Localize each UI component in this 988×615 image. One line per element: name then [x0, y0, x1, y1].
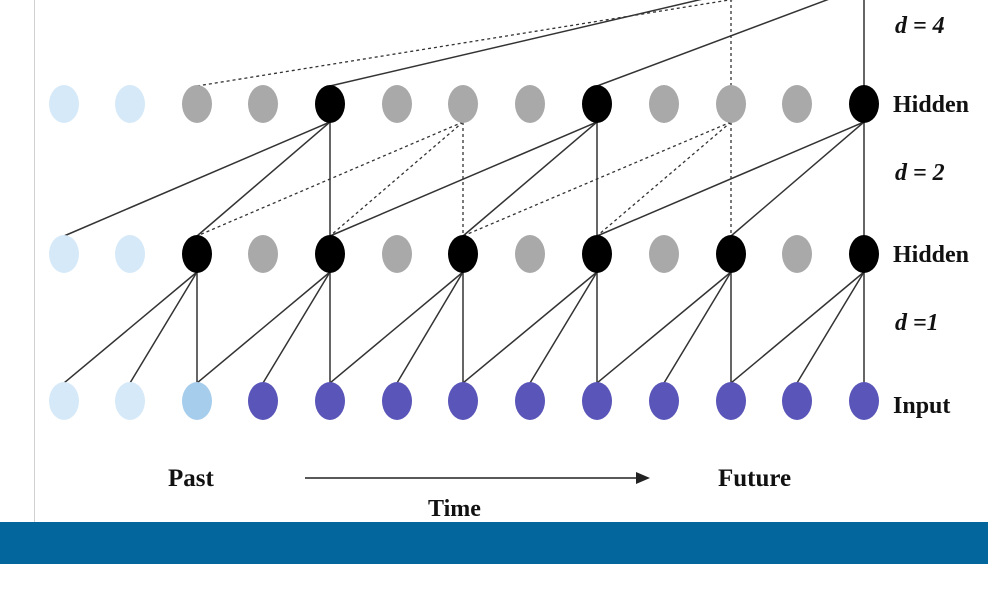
- input-padding-node: [115, 382, 145, 420]
- input-node: [448, 382, 478, 420]
- edge-solid: [262, 271, 331, 384]
- hidden-mid-padding-node: [115, 235, 145, 273]
- label-past: Past: [168, 465, 215, 492]
- hidden-mid-active-node: [582, 235, 612, 273]
- hidden-top-inactive-node: [649, 85, 679, 123]
- edge-solid: [462, 271, 598, 384]
- label-future: Future: [718, 465, 791, 492]
- hidden-mid-active-node: [849, 235, 879, 273]
- edge-solid: [663, 271, 732, 384]
- hidden-mid-inactive-node: [248, 235, 278, 273]
- edge-dashed: [196, 0, 734, 87]
- hidden-mid-inactive-node: [649, 235, 679, 273]
- hidden-mid-active-node: [315, 235, 345, 273]
- input-node: [582, 382, 612, 420]
- edge-solid: [329, 0, 702, 87]
- hidden-top-inactive-node: [782, 85, 812, 123]
- hidden-mid-active-node: [448, 235, 478, 273]
- edge-solid: [596, 0, 829, 87]
- label-dilation-2: d = 2: [895, 160, 945, 186]
- time-arrow-head: [636, 472, 650, 484]
- edge-solid: [396, 271, 464, 384]
- edge-solid: [329, 121, 598, 237]
- input-node: [649, 382, 679, 420]
- node-layer: [49, 85, 879, 420]
- input-node: [716, 382, 746, 420]
- edge-solid: [462, 121, 598, 237]
- hidden-mid-inactive-node: [382, 235, 412, 273]
- edge-solid: [329, 271, 464, 384]
- footer-band: [0, 522, 988, 564]
- edge-solid: [596, 271, 732, 384]
- edge-solid: [730, 271, 865, 384]
- hidden-top-active-node: [582, 85, 612, 123]
- edge-solid: [196, 271, 331, 384]
- edge-solid: [529, 271, 598, 384]
- edge-solid: [63, 121, 331, 237]
- input-boundary-node: [182, 382, 212, 420]
- label-dilation-4: d = 4: [895, 13, 945, 39]
- hidden-mid-active-node: [716, 235, 746, 273]
- input-node: [849, 382, 879, 420]
- hidden-top-inactive-node: [716, 85, 746, 123]
- input-node: [515, 382, 545, 420]
- label-hidden-top: Hidden: [893, 92, 969, 118]
- input-node: [248, 382, 278, 420]
- hidden-top-active-node: [849, 85, 879, 123]
- edge-solid: [196, 121, 331, 237]
- edge-dashed: [329, 121, 464, 237]
- hidden-top-inactive-node: [515, 85, 545, 123]
- edge-layer: [63, 0, 865, 384]
- hidden-mid-padding-node: [49, 235, 79, 273]
- hidden-mid-inactive-node: [782, 235, 812, 273]
- hidden-top-active-node: [315, 85, 345, 123]
- edge-solid: [796, 271, 865, 384]
- input-padding-node: [49, 382, 79, 420]
- edge-dashed: [462, 121, 732, 237]
- hidden-mid-active-node: [182, 235, 212, 273]
- edge-solid: [730, 121, 865, 237]
- input-node: [782, 382, 812, 420]
- hidden-mid-inactive-node: [515, 235, 545, 273]
- label-dilation-1: d =1: [895, 310, 939, 336]
- edge-solid: [63, 271, 198, 384]
- left-border-line: [34, 0, 35, 522]
- input-node: [382, 382, 412, 420]
- edge-dashed: [596, 121, 732, 237]
- edge-dashed: [196, 121, 464, 237]
- label-input: Input: [893, 393, 950, 419]
- hidden-top-padding-node: [49, 85, 79, 123]
- label-hidden-mid: Hidden: [893, 242, 969, 268]
- hidden-top-padding-node: [115, 85, 145, 123]
- hidden-top-inactive-node: [248, 85, 278, 123]
- edge-solid: [596, 121, 865, 237]
- label-time: Time: [428, 496, 481, 522]
- input-node: [315, 382, 345, 420]
- hidden-top-inactive-node: [182, 85, 212, 123]
- hidden-top-inactive-node: [382, 85, 412, 123]
- edge-solid: [129, 271, 198, 384]
- hidden-top-inactive-node: [448, 85, 478, 123]
